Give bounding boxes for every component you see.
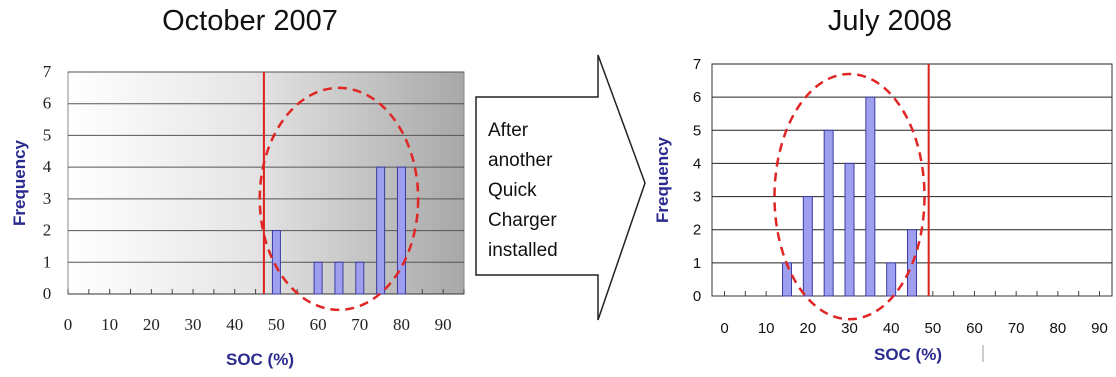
bar <box>334 261 344 295</box>
y-tick-label: 2 <box>693 222 701 239</box>
chart-july-2008: July 2008 0 10 20 30 40 50 60 70 80 90 0 1 2 3 4 5 6 7 S… <box>653 5 1113 364</box>
y-tick-label: 1 <box>43 252 52 271</box>
highlight-ellipse <box>773 72 926 321</box>
y-tick-label: 4 <box>43 157 52 176</box>
x-tick-label: 80 <box>393 315 410 334</box>
chart-title: October 2007 <box>162 5 338 37</box>
x-axis-label: SOC (%) <box>226 350 294 369</box>
arrow-text-line-5: installed <box>488 240 558 261</box>
y-tick-label: 1 <box>693 255 701 272</box>
bar <box>782 262 792 297</box>
bars <box>271 166 406 295</box>
x-tick-label: 40 <box>883 320 900 337</box>
arrow-text-line-2: another <box>488 150 553 171</box>
x-tick-label: 10 <box>758 320 775 337</box>
y-tick-label: 2 <box>43 221 52 240</box>
x-tick-label: 10 <box>101 315 118 334</box>
bar <box>396 166 406 295</box>
y-ticks: 0 1 2 3 4 5 6 7 <box>43 62 52 303</box>
x-axis-label: SOC (%) <box>874 345 942 364</box>
bar <box>865 96 876 297</box>
bar <box>844 162 855 297</box>
y-tick-label: 0 <box>693 288 701 305</box>
bar <box>802 196 813 297</box>
x-tick-label: 30 <box>185 315 202 334</box>
x-tick-label: 50 <box>924 320 941 337</box>
y-tick-label: 0 <box>43 284 52 303</box>
arrow-text-line-4: Charger <box>488 210 557 231</box>
bar <box>376 166 386 295</box>
x-tick-label: 50 <box>268 315 285 334</box>
x-tick-label: 60 <box>310 315 327 334</box>
bar <box>886 262 897 297</box>
y-tick-label: 4 <box>693 155 701 172</box>
x-tick-label: 60 <box>966 320 983 337</box>
x-tick-label: 0 <box>64 315 73 334</box>
x-ticks: 0 10 20 30 40 50 60 70 80 90 <box>720 320 1108 337</box>
bar <box>313 261 323 295</box>
arrow-text-line-1: After <box>488 120 529 141</box>
annotations <box>773 64 930 321</box>
x-tick-label: 0 <box>720 320 728 337</box>
y-tick-label: 5 <box>43 125 52 144</box>
chart-october-2007: October 2007 0 10 20 30 40 50 60 70 80 90 0 1 2 3 4 5 6… <box>10 5 465 369</box>
x-tick-label: 70 <box>1008 320 1025 337</box>
y-tick-label: 7 <box>693 56 701 73</box>
x-tick-label: 90 <box>1091 320 1108 337</box>
x-tick-label: 30 <box>841 320 858 337</box>
chart-title: July 2008 <box>828 5 952 37</box>
y-tick-label: 3 <box>693 189 701 206</box>
y-tick-label: 6 <box>43 94 52 113</box>
bar <box>355 261 365 295</box>
bar <box>823 129 834 297</box>
highlight-ellipse <box>258 86 420 312</box>
annotations <box>258 72 420 312</box>
y-axis-label: Frequency <box>653 136 672 223</box>
arrow-shape <box>475 54 646 321</box>
x-tick-label: 20 <box>143 315 160 334</box>
transition-arrow: After another Quick Charger installed <box>475 54 646 321</box>
y-tick-label: 7 <box>43 62 52 81</box>
y-ticks: 0 1 2 3 4 5 6 7 <box>693 56 701 305</box>
x-tick-label: 40 <box>226 315 243 334</box>
x-tick-label: 70 <box>351 315 368 334</box>
x-tick-label: 80 <box>1049 320 1066 337</box>
arrow-text-line-3: Quick <box>488 180 537 201</box>
y-tick-label: 3 <box>43 189 52 208</box>
y-tick-label: 6 <box>693 89 701 106</box>
y-tick-label: 5 <box>693 122 701 139</box>
x-tick-label: 20 <box>799 320 816 337</box>
x-ticks: 0 10 20 30 40 50 60 70 80 90 <box>64 315 452 334</box>
x-tick-label: 90 <box>435 315 452 334</box>
bar <box>271 230 281 295</box>
y-axis-label: Frequency <box>10 139 29 226</box>
